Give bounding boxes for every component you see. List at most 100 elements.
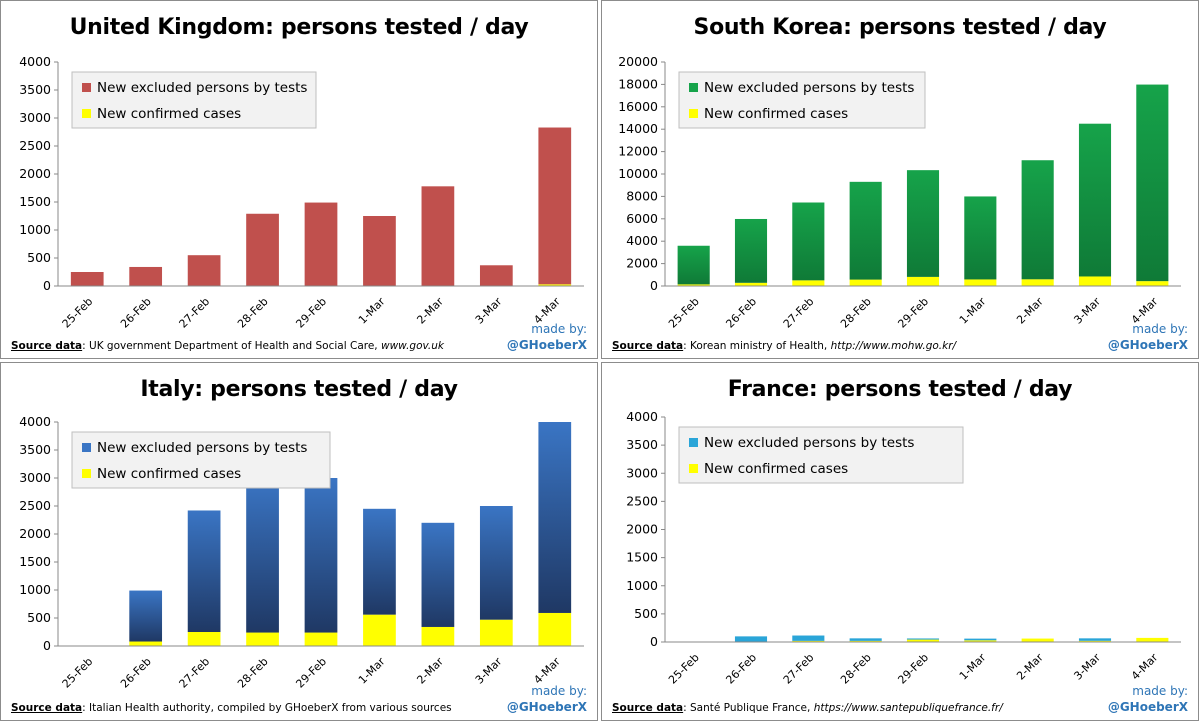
x-tick-label: 1-Mar	[356, 655, 388, 687]
bar-confirmed	[1078, 276, 1112, 286]
chart-title: South Korea: persons tested / day	[693, 15, 1107, 40]
bar-excluded	[538, 422, 572, 613]
source-note: Source data: Santé Publique France, http…	[612, 702, 1003, 714]
source-note: Source data: Korean ministry of Health, …	[612, 340, 956, 352]
x-tick-label: 2-Mar	[1014, 295, 1046, 327]
bar-confirmed	[964, 640, 997, 642]
y-tick-label: 2500	[19, 138, 51, 153]
bar-excluded	[304, 202, 338, 286]
bar-confirmed	[792, 280, 825, 286]
bar-confirmed	[1136, 281, 1169, 286]
x-tick-label: 4-Mar	[1129, 651, 1161, 683]
legend-swatch-excluded	[82, 443, 91, 452]
bar-confirmed	[479, 619, 513, 646]
bar-confirmed	[1136, 637, 1169, 642]
bar-excluded	[964, 638, 997, 641]
x-tick-label: 28-Feb	[838, 651, 874, 687]
x-tick-label: 26-Feb	[118, 655, 154, 691]
author-handle: @GHoeberX	[506, 700, 587, 714]
y-tick-label: 0	[43, 278, 51, 293]
y-tick-label: 1000	[19, 582, 51, 597]
bar-confirmed	[129, 641, 163, 646]
bar-excluded	[1021, 160, 1054, 280]
bar-excluded	[129, 266, 163, 286]
chart-legend: New excluded persons by tests New confirm…	[71, 431, 331, 489]
bar-confirmed	[1021, 638, 1054, 642]
source-text: : Santé Publique France,	[683, 702, 814, 714]
made-by-label: made by:	[1132, 322, 1188, 336]
bar-excluded	[1136, 84, 1169, 282]
legend-label-confirmed: New confirmed cases	[97, 106, 241, 122]
x-tick-label: 26-Feb	[118, 295, 154, 331]
bar-excluded	[479, 265, 513, 286]
legend-box	[678, 71, 926, 129]
y-tick-label: 1500	[626, 550, 658, 565]
x-tick-label: 29-Feb	[293, 655, 329, 691]
bar-confirmed	[363, 614, 396, 646]
y-tick-label: 4000	[19, 414, 51, 429]
x-tick-label: 3-Mar	[473, 295, 505, 327]
x-tick-label: 28-Feb	[235, 655, 271, 691]
y-tick-label: 20000	[618, 54, 658, 69]
y-tick-label: 2000	[626, 256, 658, 271]
y-tick-label: 4000	[19, 54, 51, 69]
legend-label-confirmed: New confirmed cases	[97, 466, 241, 482]
x-tick-label: 25-Feb	[666, 651, 702, 687]
x-tick-label: 3-Mar	[1071, 651, 1103, 683]
bar-confirmed	[187, 632, 221, 646]
x-tick-label: 3-Mar	[473, 655, 505, 687]
y-tick-label: 2000	[19, 166, 51, 181]
chart-title: United Kingdom: persons tested / day	[69, 15, 529, 40]
bar-excluded	[734, 636, 768, 642]
x-tick-label: 1-Mar	[957, 651, 989, 683]
chart-legend: New excluded persons by tests New confirm…	[678, 426, 964, 484]
bar-excluded	[677, 245, 710, 285]
y-tick-label: 2500	[19, 498, 51, 513]
bar-confirmed	[964, 279, 997, 286]
y-tick-label: 12000	[618, 144, 658, 159]
x-tick-label: 26-Feb	[723, 651, 759, 687]
bar-confirmed	[906, 639, 940, 642]
y-tick-label: 4000	[626, 233, 658, 248]
bar-confirmed	[849, 640, 882, 642]
chart-france: 0 500 1000 1500 2000 2500 3000 3500 4000 25-Feb 26…	[626, 409, 1181, 687]
legend-box	[71, 71, 317, 129]
x-tick-label: 1-Mar	[957, 295, 989, 327]
y-tick-label: 4000	[626, 409, 658, 424]
y-tick-label: 1000	[19, 222, 51, 237]
chart-title: France: persons tested / day	[727, 377, 1073, 402]
bar-excluded	[363, 508, 396, 615]
bar-excluded	[1078, 123, 1112, 277]
x-tick-label: 27-Feb	[177, 655, 213, 691]
y-tick-label: 3000	[19, 110, 51, 125]
credit: made by: @GHoeberX	[507, 321, 587, 353]
y-tick-label: 500	[27, 250, 51, 265]
source-label: Source data	[612, 702, 684, 714]
source-site: https://www.santepubliquefrance.fr/	[813, 702, 1003, 714]
bar-excluded	[421, 522, 455, 627]
y-tick-label: 6000	[626, 211, 658, 226]
legend-box	[678, 426, 964, 484]
bar-confirmed	[734, 282, 768, 286]
chart-legend: New excluded persons by tests New confirm…	[678, 71, 926, 129]
author-handle: @GHoeberX	[1107, 338, 1188, 352]
legend-swatch-excluded	[689, 83, 698, 92]
bar-excluded	[792, 202, 825, 281]
x-tick-label: 25-Feb	[60, 295, 96, 331]
source-label: Source data	[11, 702, 83, 714]
y-tick-label: 0	[650, 634, 658, 649]
bar-excluded	[849, 181, 882, 280]
x-tick-label: 29-Feb	[293, 295, 329, 331]
x-tick-label: 2-Mar	[414, 655, 446, 687]
legend-swatch-confirmed	[689, 464, 698, 473]
x-tick-label: 28-Feb	[838, 295, 874, 331]
x-tick-label: 27-Feb	[177, 295, 213, 331]
made-by-label: made by:	[531, 322, 587, 336]
chart-panel-italy: 0 500 1000 1500 2000 2500 3000 3500 4000 25-Feb 26…	[0, 362, 598, 721]
legend-swatch-excluded	[689, 438, 698, 447]
y-tick-label: 0	[650, 278, 658, 293]
bar-excluded	[246, 213, 279, 286]
bar-excluded	[734, 218, 768, 283]
bar-confirmed	[792, 640, 825, 642]
bar-confirmed	[246, 632, 279, 646]
